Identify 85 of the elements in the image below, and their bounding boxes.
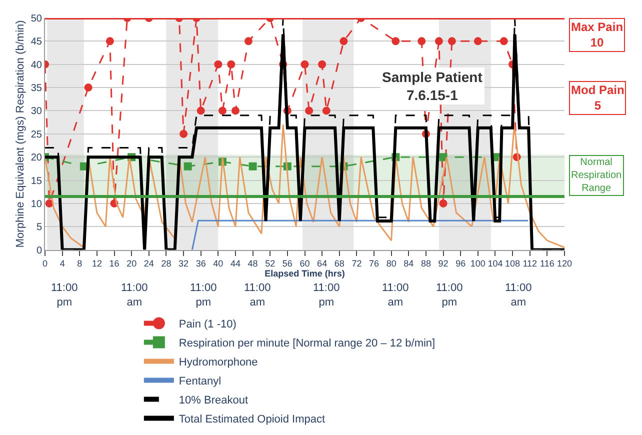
x-tick-label: 32 bbox=[178, 258, 189, 269]
y-tick-label: 30 bbox=[30, 106, 42, 118]
legend-label: Fentanyl bbox=[178, 375, 222, 388]
x-axis-title: Elapsed Time (hrs) bbox=[264, 268, 345, 279]
x-tick-label: 112 bbox=[522, 258, 538, 269]
point bbox=[244, 37, 252, 46]
text: Sample Patient 7.6.15-1 bbox=[382, 69, 483, 104]
x-tick-label: 44 bbox=[230, 258, 240, 269]
point bbox=[340, 37, 348, 46]
x-tick-label: 96 bbox=[456, 258, 466, 269]
text: 11:00 am bbox=[382, 282, 409, 308]
point bbox=[248, 162, 257, 170]
y-tick-label: 15 bbox=[30, 176, 42, 187]
y-axis-title: Morphine Equivalent (mgs) Respiration (b/min) bbox=[14, 20, 27, 248]
text: 11:00 am bbox=[505, 282, 532, 308]
x-tick-label: 80 bbox=[386, 258, 396, 269]
point bbox=[180, 130, 188, 138]
x-tick-label: 92 bbox=[438, 258, 448, 269]
x-tick-label: 116 bbox=[540, 258, 554, 269]
point bbox=[474, 37, 482, 46]
point bbox=[196, 106, 205, 115]
point bbox=[300, 60, 309, 68]
x-tick-label: 60 bbox=[300, 258, 310, 269]
y-tick-label: 20 bbox=[30, 152, 42, 164]
point bbox=[214, 60, 222, 68]
text: 11:00 pm bbox=[51, 282, 78, 308]
x-tick-label: 20 bbox=[126, 258, 137, 269]
ref-line-label: Max Pain 10 bbox=[571, 20, 624, 50]
line-series bbox=[45, 124, 564, 248]
x-tick-label: 56 bbox=[282, 258, 292, 269]
y-tick-label: 50 bbox=[30, 14, 42, 24]
x-tick-label: 12 bbox=[92, 258, 102, 269]
y-tick-label: 40 bbox=[30, 60, 42, 71]
x-tick-label: 68 bbox=[334, 258, 344, 269]
legend-label: Hydromorphone bbox=[178, 356, 258, 368]
legend-label: Respiration per minute [Normal range 20 – 12 b/min] bbox=[178, 337, 436, 350]
point bbox=[392, 37, 400, 46]
point bbox=[448, 37, 456, 46]
legend-label: 10% Breakout bbox=[178, 394, 248, 406]
point bbox=[305, 106, 314, 115]
y-tick-label: 25 bbox=[30, 129, 42, 140]
x-tick-label: 8 bbox=[77, 258, 82, 269]
point bbox=[106, 37, 114, 46]
x-tick-label: 64 bbox=[317, 258, 328, 269]
text: 11:00 am bbox=[244, 282, 271, 308]
text: 11:00 pm bbox=[190, 282, 217, 308]
x-tick-label: 16 bbox=[109, 258, 120, 269]
x-tick-label: 24 bbox=[144, 258, 154, 269]
x-tick-label: 120 bbox=[556, 258, 572, 269]
x-tick-label: 84 bbox=[404, 258, 414, 269]
x-tick-label: 72 bbox=[352, 258, 362, 269]
point bbox=[322, 106, 330, 115]
x-tick-label: 76 bbox=[369, 258, 380, 269]
y-tick-label: 0 bbox=[36, 245, 42, 256]
point bbox=[500, 37, 508, 46]
x-tick-label: 104 bbox=[488, 258, 503, 269]
point bbox=[434, 37, 443, 46]
point bbox=[227, 60, 236, 68]
x-tick-label: 52 bbox=[265, 258, 276, 269]
point bbox=[318, 60, 326, 68]
y-tick-label: 45 bbox=[30, 36, 42, 48]
point bbox=[218, 106, 226, 115]
point bbox=[439, 199, 448, 208]
y-tick-label: 5 bbox=[36, 222, 42, 234]
point bbox=[84, 84, 92, 92]
x-tick-label: 4 bbox=[60, 258, 65, 269]
x-tick-label: 88 bbox=[420, 258, 431, 269]
x-tick-label: 108 bbox=[505, 258, 520, 269]
legend-label: Pain (1 -10) bbox=[178, 318, 236, 330]
text: Mod Pain 5 bbox=[571, 83, 624, 113]
x-tick-label: 100 bbox=[470, 258, 486, 269]
point bbox=[231, 106, 240, 115]
text: 11:00 am bbox=[121, 282, 148, 308]
x-tick-label: 36 bbox=[196, 258, 206, 269]
x-tick-label: 48 bbox=[248, 258, 258, 269]
x-tick-label: 40 bbox=[213, 258, 224, 269]
point bbox=[184, 162, 192, 170]
text: 11:00 pm bbox=[313, 282, 340, 308]
y-tick-label: 35 bbox=[30, 83, 42, 94]
band-label: Normal Respiration Range bbox=[571, 157, 622, 194]
legend-label: Total Estimated Opioid Impact bbox=[178, 413, 326, 426]
text: 11:00 pm bbox=[436, 282, 463, 308]
point bbox=[418, 37, 426, 46]
x-tick-label: 28 bbox=[161, 258, 172, 269]
y-tick-label: 10 bbox=[30, 198, 42, 210]
